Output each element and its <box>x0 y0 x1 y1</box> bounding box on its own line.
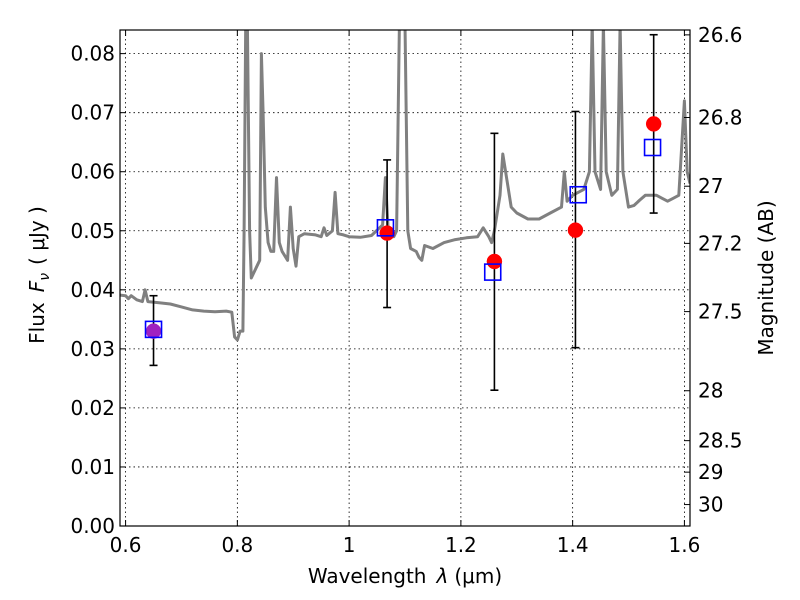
y-tick-label: 0.04 <box>70 278 115 302</box>
plot-frame <box>119 29 691 527</box>
magnitude-tick-label: 28.5 <box>698 429 743 453</box>
y-tick-label: 0.07 <box>70 101 115 125</box>
x-tick-label: 1.4 <box>557 533 589 557</box>
magnitude-axis-ticks: 26.6 26.8 27 27.2 27.5 28 28.5 29 30 <box>684 23 743 517</box>
y-axis-ticks: 0.00 0.01 0.02 0.03 0.04 0.05 0.06 0.07 0.08 <box>70 42 126 538</box>
magnitude-tick-label: 26.6 <box>698 23 743 47</box>
model-square <box>569 185 588 204</box>
observed-point <box>379 225 395 241</box>
x-axis-ticks: 0.6 0.8 1 1.2 1.4 1.6 <box>110 30 701 557</box>
y-tick-label: 0.05 <box>70 219 115 243</box>
magnitude-tick-label: 28 <box>698 379 723 403</box>
observed-point <box>145 323 162 339</box>
observed-points <box>145 116 662 339</box>
observed-point <box>645 116 662 132</box>
x-tick-label: 1.6 <box>669 533 701 557</box>
model-square <box>643 138 662 157</box>
y-tick-label: 0.01 <box>70 455 115 479</box>
y-tick-label: 0.03 <box>70 337 115 361</box>
magnitude-tick-label: 27.2 <box>698 231 743 255</box>
model-square <box>144 320 163 339</box>
y-axis-title: FluxFν( μJy ) <box>25 206 53 344</box>
magnitude-tick-label: 27.5 <box>698 300 743 324</box>
y-tick-label: 0.08 <box>70 42 115 66</box>
magnitude-tick-label: 30 <box>698 493 723 517</box>
x-tick-label: 1.2 <box>445 533 477 557</box>
x-axis-title: Wavelength λ (μm) <box>308 564 502 588</box>
magnitude-tick-label: 29 <box>698 460 723 484</box>
magnitude-tick-label: 26.8 <box>698 105 743 129</box>
error-bars <box>149 33 658 391</box>
observed-point <box>567 222 584 238</box>
model-spectrum-line <box>120 30 690 342</box>
observed-point <box>486 253 503 270</box>
magnitude-tick-label: 27 <box>698 174 723 198</box>
model-squares <box>144 138 662 339</box>
y-tick-label: 0.02 <box>70 396 115 420</box>
model-square <box>483 263 502 281</box>
y-tick-label: 0.06 <box>70 160 115 184</box>
model-square <box>376 219 395 237</box>
x-tick-label: 1 <box>343 533 356 557</box>
x-tick-label: 0.8 <box>221 533 253 557</box>
x-tick-label: 0.6 <box>110 533 142 557</box>
magnitude-axis-title: Magnitude (AB) <box>754 200 778 355</box>
y-tick-label: 0.00 <box>70 514 115 538</box>
